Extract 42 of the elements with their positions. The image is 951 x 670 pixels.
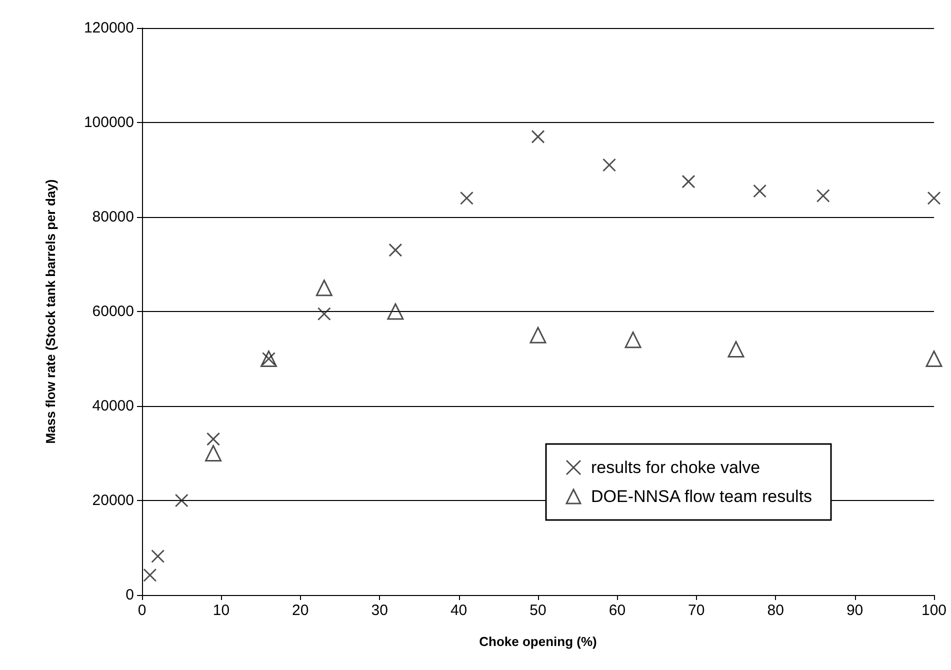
point — [624, 332, 642, 348]
point — [816, 188, 830, 202]
point — [317, 307, 331, 321]
x-tick-label: 70 — [688, 602, 705, 619]
y-axis-title: Mass flow rate (Stock tank barrels per day) — [43, 179, 58, 444]
point — [531, 130, 545, 144]
x-tick-label: 50 — [530, 602, 546, 619]
x-tick-label: 60 — [608, 602, 626, 619]
point — [206, 432, 220, 446]
point — [728, 341, 744, 358]
x-tick-label: 40 — [450, 602, 468, 619]
point — [316, 280, 332, 296]
x-tick-label: 0 — [138, 602, 146, 619]
point — [151, 550, 165, 564]
x-tick-label: 20 — [292, 602, 309, 619]
x-tick-label: 30 — [371, 602, 388, 619]
y-tick-label: 60000 — [92, 303, 134, 320]
legend-label: DOE-NNSA flow team results — [591, 487, 812, 506]
y-tick-label: 40000 — [92, 398, 134, 414]
legend-label: results for choke valve — [591, 458, 760, 477]
point — [530, 326, 546, 344]
x-axis-title: Choke opening (%) — [479, 634, 597, 649]
point — [682, 174, 696, 188]
y-tick-label: 100000 — [84, 114, 134, 131]
x-tick-label: 90 — [846, 602, 864, 619]
y-tick-label: 120000 — [84, 20, 134, 36]
x-tick-label: 100 — [921, 602, 947, 619]
x-tick-label: 10 — [212, 602, 230, 619]
point — [926, 350, 942, 367]
x-tick-label: 80 — [767, 602, 784, 619]
y-tick-label: 20000 — [92, 492, 134, 509]
point — [602, 158, 616, 172]
point — [205, 445, 222, 462]
point — [927, 191, 941, 205]
y-tick-label: 0 — [126, 586, 134, 604]
point — [388, 243, 402, 257]
point — [174, 494, 188, 508]
point — [387, 303, 404, 320]
point — [753, 184, 767, 198]
point — [460, 191, 474, 205]
y-tick-label: 80000 — [92, 208, 134, 226]
point — [143, 568, 157, 582]
